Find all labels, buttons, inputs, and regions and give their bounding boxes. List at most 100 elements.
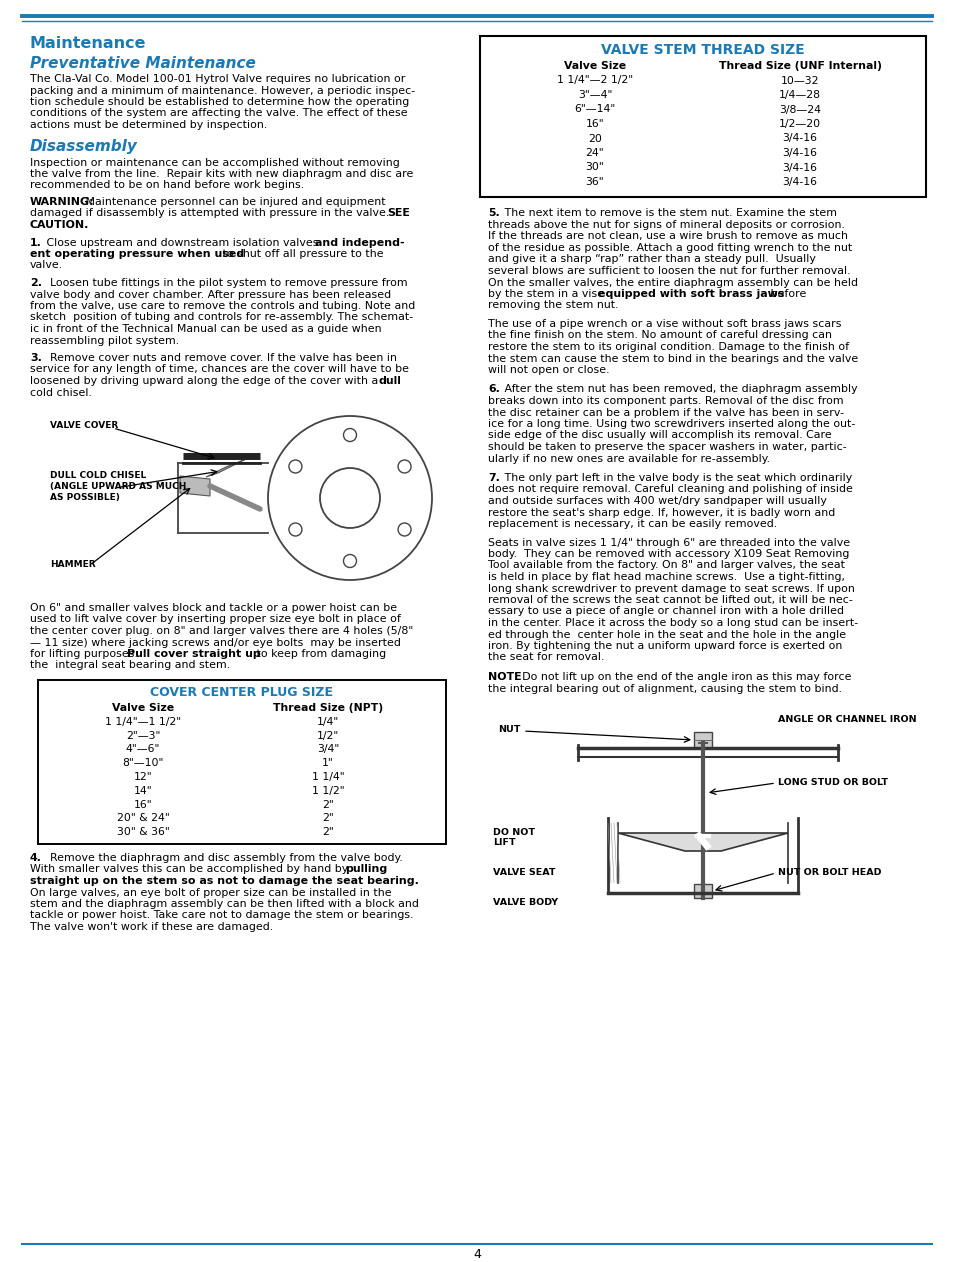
Polygon shape xyxy=(618,833,787,851)
Text: The use of a pipe wrench or a vise without soft brass jaws scars: The use of a pipe wrench or a vise witho… xyxy=(488,319,841,329)
Text: equipped with soft brass jaws: equipped with soft brass jaws xyxy=(598,289,783,299)
Text: packing and a minimum of maintenance. However, a periodic inspec-: packing and a minimum of maintenance. Ho… xyxy=(30,86,415,96)
Text: 1 1/2": 1 1/2" xyxy=(312,786,344,796)
Text: valve.: valve. xyxy=(30,260,63,270)
Text: 3/8—24: 3/8—24 xyxy=(779,105,821,115)
Text: VALVE SEAT: VALVE SEAT xyxy=(493,868,555,877)
Text: 4: 4 xyxy=(473,1248,480,1261)
Text: 1/2—20: 1/2—20 xyxy=(778,119,821,129)
Text: NOTE: NOTE xyxy=(488,671,521,681)
Text: Preventative Maintenance: Preventative Maintenance xyxy=(30,56,255,71)
Text: loosened by driving upward along the edge of the cover with a: loosened by driving upward along the edg… xyxy=(30,376,381,386)
Text: Remove cover nuts and remove cover. If the valve has been in: Remove cover nuts and remove cover. If t… xyxy=(43,353,396,363)
Text: to shut off all pressure to the: to shut off all pressure to the xyxy=(219,249,383,259)
Text: actions must be determined by inspection.: actions must be determined by inspection… xyxy=(30,120,267,130)
Text: the seat for removal.: the seat for removal. xyxy=(488,652,604,663)
Text: 1/2": 1/2" xyxy=(316,731,338,741)
Text: The Cla-Val Co. Model 100-01 Hytrol Valve requires no lubrication or: The Cla-Val Co. Model 100-01 Hytrol Valv… xyxy=(30,74,405,85)
Text: tion schedule should be established to determine how the operating: tion schedule should be established to d… xyxy=(30,97,409,107)
Text: 3"—4": 3"—4" xyxy=(578,90,612,100)
Text: iron. By tightening the nut a uniform upward force is exerted on: iron. By tightening the nut a uniform up… xyxy=(488,641,841,651)
Text: removal of the screws the seat cannot be lifted out, it will be nec-: removal of the screws the seat cannot be… xyxy=(488,594,852,604)
Text: sketch  position of tubing and controls for re-assembly. The schemat-: sketch position of tubing and controls f… xyxy=(30,313,413,323)
Text: dull: dull xyxy=(378,376,401,386)
Text: Loosen tube fittings in the pilot system to remove pressure from: Loosen tube fittings in the pilot system… xyxy=(43,278,407,288)
Text: service for any length of time, chances are the cover will have to be: service for any length of time, chances … xyxy=(30,365,409,375)
Text: 4"—6": 4"—6" xyxy=(126,745,160,755)
Text: valve body and cover chamber. After pressure has been released: valve body and cover chamber. After pres… xyxy=(30,289,391,299)
Text: 2": 2" xyxy=(322,814,334,823)
Text: threads above the nut for signs of mineral deposits or corrosion.: threads above the nut for signs of miner… xyxy=(488,220,844,230)
Text: 1 1/4": 1 1/4" xyxy=(312,772,344,782)
Text: On 6" and smaller valves block and tackle or a power hoist can be: On 6" and smaller valves block and tackl… xyxy=(30,603,396,613)
Bar xyxy=(38,680,446,844)
Text: Tool available from the factory. On 8" and larger valves, the seat: Tool available from the factory. On 8" a… xyxy=(488,560,844,570)
Text: DO NOT: DO NOT xyxy=(493,828,535,837)
Text: The only part left in the valve body is the seat which ordinarily: The only part left in the valve body is … xyxy=(500,473,851,483)
Text: 1/4—28: 1/4—28 xyxy=(779,90,821,100)
Text: VALVE COVER: VALVE COVER xyxy=(50,422,118,430)
Text: (ANGLE UPWARD AS MUCH: (ANGLE UPWARD AS MUCH xyxy=(50,482,186,491)
Text: straight up on the stem so as not to damage the seat bearing.: straight up on the stem so as not to dam… xyxy=(30,876,418,886)
Text: On large valves, an eye bolt of proper size can be installed in the: On large valves, an eye bolt of proper s… xyxy=(30,887,392,897)
Text: stem and the diaphragm assembly can be then lifted with a block and: stem and the diaphragm assembly can be t… xyxy=(30,899,418,909)
Text: the center cover plug. on 8" and larger valves there are 4 holes (5/8": the center cover plug. on 8" and larger … xyxy=(30,626,413,636)
Text: 3.: 3. xyxy=(30,353,42,363)
Text: Valve Size: Valve Size xyxy=(563,61,625,71)
Bar xyxy=(693,732,711,748)
Text: side edge of the disc usually will accomplish its removal. Care: side edge of the disc usually will accom… xyxy=(488,430,831,440)
Text: 36": 36" xyxy=(585,177,603,187)
Text: Thread Size (NPT): Thread Size (NPT) xyxy=(273,703,383,713)
Text: the integral bearing out of alignment, causing the stem to bind.: the integral bearing out of alignment, c… xyxy=(488,684,841,694)
Text: 2": 2" xyxy=(322,800,334,810)
Text: used to lift valve cover by inserting proper size eye bolt in place of: used to lift valve cover by inserting pr… xyxy=(30,615,400,625)
Text: in the center. Place it across the body so a long stud can be insert-: in the center. Place it across the body … xyxy=(488,618,858,628)
Text: COVER CENTER PLUG SIZE: COVER CENTER PLUG SIZE xyxy=(151,687,334,699)
Text: Disassembly: Disassembly xyxy=(30,140,138,154)
Text: The next item to remove is the stem nut. Examine the stem: The next item to remove is the stem nut.… xyxy=(500,208,836,218)
Text: 20" & 24": 20" & 24" xyxy=(116,814,170,823)
Text: 20: 20 xyxy=(587,134,601,144)
Text: and independ-: and independ- xyxy=(314,237,404,247)
Text: The valve won't work if these are damaged.: The valve won't work if these are damage… xyxy=(30,923,273,933)
Text: — 11 size) where jacking screws and/or eye bolts  may be inserted: — 11 size) where jacking screws and/or e… xyxy=(30,637,400,647)
Text: 1 1/4"—2 1/2": 1 1/4"—2 1/2" xyxy=(557,76,633,86)
Text: damaged if disassembly is attempted with pressure in the valve.: damaged if disassembly is attempted with… xyxy=(30,208,393,218)
Text: should be taken to preserve the spacer washers in water, partic-: should be taken to preserve the spacer w… xyxy=(488,442,846,452)
Text: DULL COLD CHISEL: DULL COLD CHISEL xyxy=(50,471,146,480)
Text: 3/4-16: 3/4-16 xyxy=(781,134,817,144)
Text: Remove the diaphragm and disc assembly from the valve body.: Remove the diaphragm and disc assembly f… xyxy=(43,853,402,863)
Polygon shape xyxy=(180,476,210,496)
Text: restore the stem to its original condition. Damage to the finish of: restore the stem to its original conditi… xyxy=(488,342,848,352)
Text: ic in front of the Technical Manual can be used as a guide when: ic in front of the Technical Manual can … xyxy=(30,324,381,334)
Text: conditions of the system are affecting the valve. The effect of these: conditions of the system are affecting t… xyxy=(30,109,407,119)
Text: VALVE STEM THREAD SIZE: VALVE STEM THREAD SIZE xyxy=(600,43,804,57)
Text: 8"—10": 8"—10" xyxy=(122,758,164,769)
Text: ANGLE OR CHANNEL IRON: ANGLE OR CHANNEL IRON xyxy=(778,716,916,724)
Text: 1/4": 1/4" xyxy=(316,717,338,727)
Bar xyxy=(479,37,925,197)
Text: 1.: 1. xyxy=(30,237,42,247)
Text: pulling: pulling xyxy=(345,864,387,875)
Text: ularly if no new ones are available for re-assembly.: ularly if no new ones are available for … xyxy=(488,453,769,463)
Text: 3/4": 3/4" xyxy=(316,745,338,755)
Text: : Do not lift up on the end of the angle iron as this may force: : Do not lift up on the end of the angle… xyxy=(515,671,851,681)
Text: removing the stem nut.: removing the stem nut. xyxy=(488,300,618,310)
Text: On the smaller valves, the entire diaphragm assembly can be held: On the smaller valves, the entire diaphr… xyxy=(488,278,857,288)
Text: 4.: 4. xyxy=(30,853,42,863)
Text: 2"—3": 2"—3" xyxy=(126,731,160,741)
Text: essary to use a piece of angle or channel iron with a hole drilled: essary to use a piece of angle or channe… xyxy=(488,607,843,617)
Text: 14": 14" xyxy=(133,786,152,796)
Text: will not open or close.: will not open or close. xyxy=(488,365,609,375)
Text: the valve from the line.  Repair kits with new diaphragm and disc are: the valve from the line. Repair kits wit… xyxy=(30,169,413,179)
Text: 16": 16" xyxy=(585,119,603,129)
Text: and give it a sharp “rap” rather than a steady pull.  Usually: and give it a sharp “rap” rather than a … xyxy=(488,255,815,265)
Text: of the residue as possible. Attach a good fitting wrench to the nut: of the residue as possible. Attach a goo… xyxy=(488,244,851,252)
Text: to keep from damaging: to keep from damaging xyxy=(253,649,386,659)
Text: 5.: 5. xyxy=(488,208,499,218)
Text: HAMMER: HAMMER xyxy=(50,560,95,569)
Text: With smaller valves this can be accomplished by hand by: With smaller valves this can be accompli… xyxy=(30,864,352,875)
Text: NUT OR BOLT HEAD: NUT OR BOLT HEAD xyxy=(778,868,881,877)
Text: 2": 2" xyxy=(322,827,334,837)
Text: ent operating pressure when used: ent operating pressure when used xyxy=(30,249,244,259)
